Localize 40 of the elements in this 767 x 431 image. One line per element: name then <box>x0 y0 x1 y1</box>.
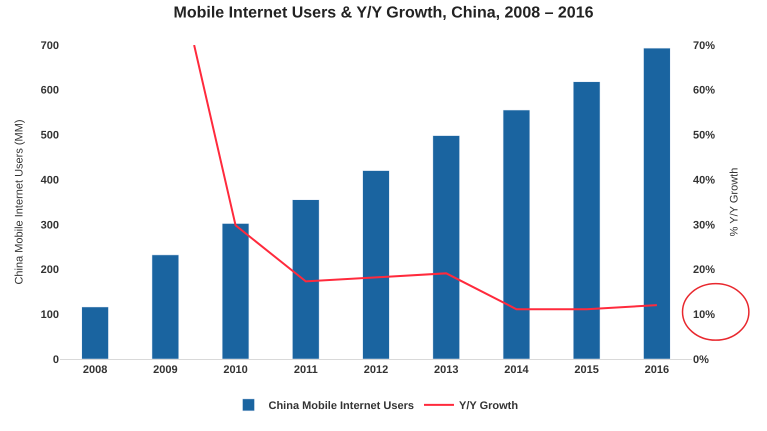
y2-tick-label: 30% <box>693 219 716 232</box>
y-axis-title: China Mobile Internet Users (MM) <box>13 119 26 285</box>
y2-tick-label: 70% <box>693 40 716 52</box>
bar <box>362 170 390 359</box>
y-tick-label: 400 <box>40 174 59 186</box>
chart-title: Mobile Internet Users & Y/Y Growth, China, 2008 – 2016 <box>174 4 594 22</box>
y2-tick-label: 40% <box>693 174 716 186</box>
legend-label: China Mobile Internet Users <box>268 400 414 412</box>
y2-tick-label: 50% <box>693 130 716 142</box>
y2-axis-title: % Y/Y Growth <box>728 168 740 236</box>
line-series <box>193 45 658 310</box>
y-tick-label: 500 <box>40 130 59 142</box>
x-tick-label: 2013 <box>434 364 458 376</box>
legend-label: Y/Y Growth <box>458 400 518 412</box>
y2-tick-label: 0% <box>693 354 710 366</box>
bar <box>222 223 250 359</box>
y-tick-label: 700 <box>40 40 59 52</box>
bar <box>82 306 109 359</box>
bar <box>152 254 179 359</box>
x-tick-label: 2008 <box>82 364 108 376</box>
x-tick-label: 2014 <box>504 364 530 376</box>
x-tick-label: 2015 <box>574 364 599 376</box>
y-tick-label: 0 <box>52 354 59 366</box>
y-tick-label: 600 <box>40 84 59 97</box>
y2-tick-label: 60% <box>693 84 716 97</box>
x-tick-label: 2011 <box>294 364 318 376</box>
bar <box>292 200 320 359</box>
bar <box>573 82 600 359</box>
x-tick-label: 2010 <box>223 364 248 376</box>
bar <box>432 135 460 359</box>
bar <box>502 110 530 359</box>
y-tick-label: 100 <box>40 308 59 321</box>
y2-tick-label: 10% <box>693 308 716 321</box>
x-tick-label: 2016 <box>644 364 670 376</box>
x-tick-label: 2012 <box>364 364 388 376</box>
y-tick-label: 300 <box>40 219 59 232</box>
y2-tick-label: 20% <box>693 264 716 276</box>
bar <box>643 48 670 359</box>
x-tick-label: 2009 <box>153 364 178 376</box>
y-tick-label: 200 <box>40 264 59 276</box>
